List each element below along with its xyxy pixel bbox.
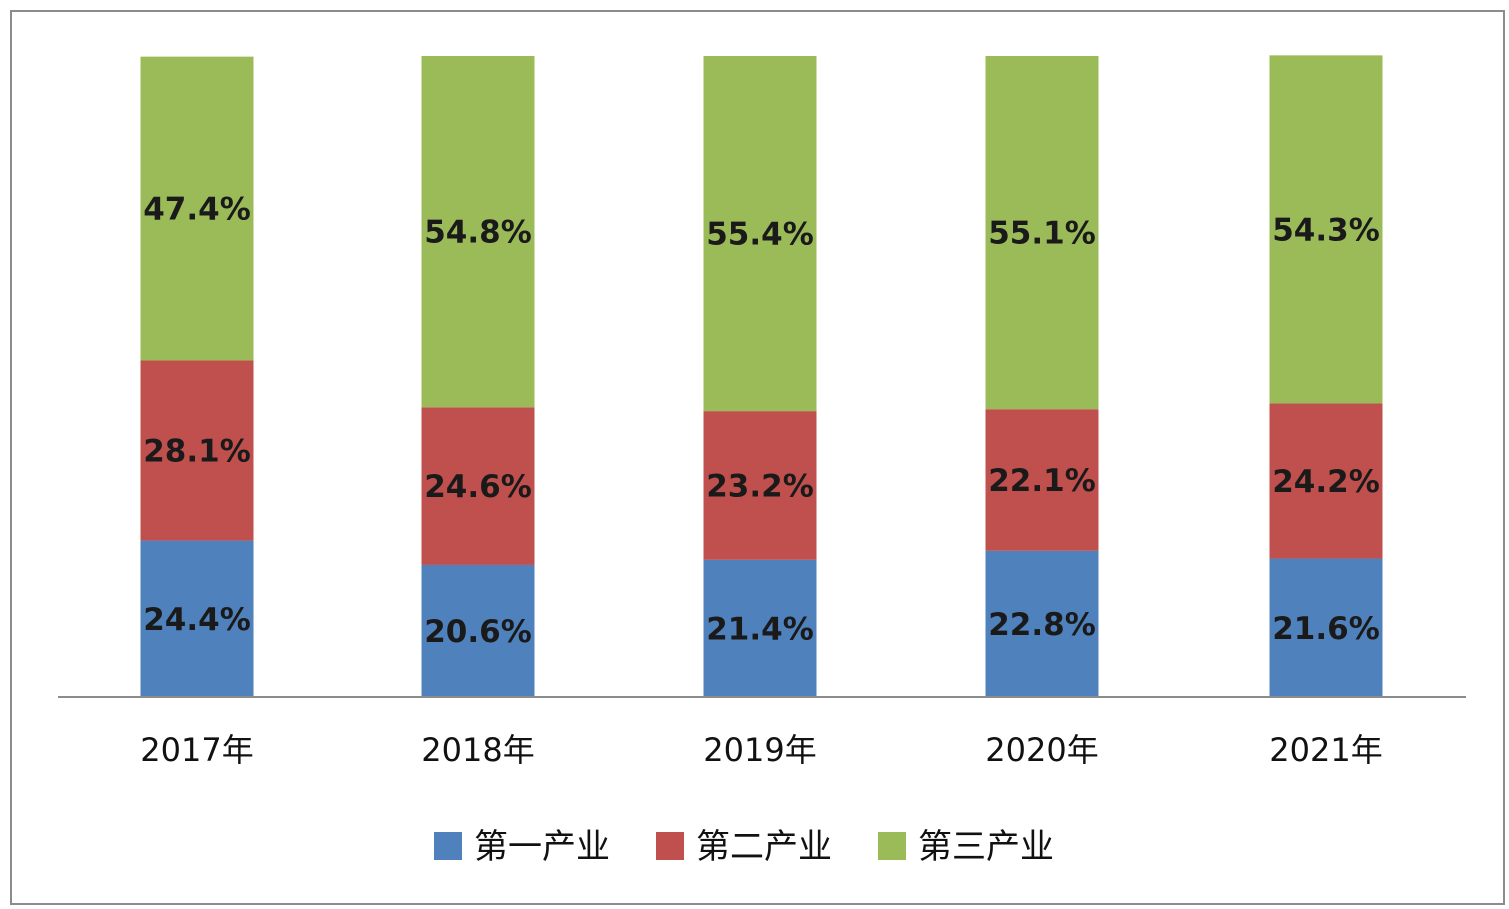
x-tick-label: 2019年 <box>703 731 816 769</box>
data-label: 21.4% <box>706 611 814 647</box>
legend-label: 第一产业 <box>474 827 610 867</box>
x-tick-label: 2020年 <box>985 731 1098 769</box>
data-label: 24.6% <box>424 469 532 505</box>
data-label: 20.6% <box>424 614 532 650</box>
legend-label: 第三产业 <box>918 827 1054 867</box>
data-label: 24.4% <box>143 602 251 638</box>
bar-segment-3-2021年 <box>1269 55 1383 404</box>
data-label: 23.2% <box>706 468 814 504</box>
bar-segment-3-2018年 <box>421 56 535 408</box>
bar-segment-2-2021年 <box>1269 403 1383 559</box>
bar-segment-2-2018年 <box>421 407 535 565</box>
data-label: 55.1% <box>988 216 1096 252</box>
x-tick-label: 2021年 <box>1269 731 1382 769</box>
x-tick-label: 2017年 <box>140 731 253 769</box>
bar-segment-1-2019年 <box>703 559 817 697</box>
data-label: 54.8% <box>424 215 532 251</box>
data-label: 21.6% <box>1272 611 1380 647</box>
bar-segment-2-2020年 <box>985 409 1099 551</box>
legend-swatch <box>656 832 684 860</box>
data-label: 24.2% <box>1272 464 1380 500</box>
bar-segment-3-2017年 <box>140 56 254 361</box>
data-label: 28.1% <box>143 434 251 470</box>
bar-segment-1-2017年 <box>140 540 254 697</box>
bar-segment-2-2017年 <box>140 360 254 541</box>
legend-label: 第二产业 <box>696 827 832 867</box>
data-label: 55.4% <box>706 217 814 253</box>
bar-segment-2-2019年 <box>703 411 817 560</box>
x-tick-label: 2018年 <box>421 731 534 769</box>
legend-swatch <box>878 832 906 860</box>
data-label: 22.1% <box>988 463 1096 499</box>
bar-segment-1-2020年 <box>985 550 1099 697</box>
legend-swatch <box>434 832 462 860</box>
data-label: 54.3% <box>1272 212 1380 248</box>
data-label: 22.8% <box>988 607 1096 643</box>
bar-segment-3-2019年 <box>703 56 817 412</box>
bar-segment-3-2020年 <box>985 56 1099 410</box>
data-label: 47.4% <box>143 192 251 228</box>
bar-segment-1-2021年 <box>1269 558 1383 697</box>
bar-segment-1-2018年 <box>421 564 535 697</box>
